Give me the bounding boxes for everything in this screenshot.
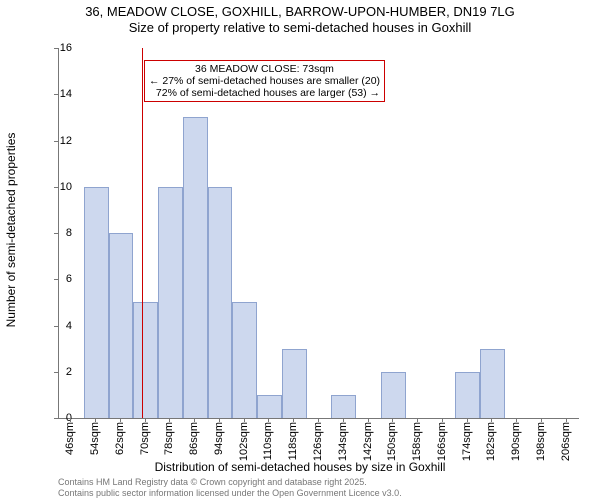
histogram-bar <box>455 372 480 418</box>
x-tick-mark <box>368 418 369 422</box>
x-tick-label: 190sqm <box>510 422 522 461</box>
annotation-line1: 36 MEADOW CLOSE: 73sqm <box>149 63 380 75</box>
y-tick-mark <box>54 48 58 49</box>
histogram-bar <box>109 233 134 418</box>
histogram-bar <box>208 187 233 418</box>
y-tick-mark <box>54 94 58 95</box>
footer-line1: Contains HM Land Registry data © Crown c… <box>58 477 367 487</box>
x-tick-label: 174sqm <box>461 422 473 461</box>
x-tick-mark <box>392 418 393 422</box>
x-tick-label: 150sqm <box>386 422 398 461</box>
x-tick-label: 182sqm <box>485 422 497 461</box>
x-tick-mark <box>417 418 418 422</box>
histogram-bar <box>183 117 208 418</box>
annotation-line3: 72% of semi-detached houses are larger (… <box>149 87 380 99</box>
annotation-box: 36 MEADOW CLOSE: 73sqm← 27% of semi-deta… <box>144 60 385 102</box>
x-tick-mark <box>194 418 195 422</box>
x-tick-label: 94sqm <box>213 422 225 455</box>
y-tick-mark <box>54 279 58 280</box>
x-tick-mark <box>244 418 245 422</box>
x-tick-mark <box>95 418 96 422</box>
histogram-bar <box>381 372 406 418</box>
x-tick-label: 70sqm <box>139 422 151 455</box>
x-tick-mark <box>145 418 146 422</box>
histogram-bar <box>232 302 257 418</box>
x-tick-label: 62sqm <box>114 422 126 455</box>
x-tick-label: 118sqm <box>287 422 299 460</box>
histogram-bar <box>480 349 505 418</box>
histogram-bar <box>257 395 282 418</box>
y-tick-mark <box>54 187 58 188</box>
x-tick-mark <box>467 418 468 422</box>
x-tick-label: 110sqm <box>262 422 274 460</box>
x-tick-label: 134sqm <box>337 422 349 461</box>
x-tick-mark <box>70 418 71 422</box>
plot-area: 36 MEADOW CLOSE: 73sqm← 27% of semi-deta… <box>58 48 579 419</box>
x-tick-label: 54sqm <box>89 422 101 455</box>
x-tick-mark <box>491 418 492 422</box>
y-tick-mark <box>54 233 58 234</box>
x-tick-mark <box>318 418 319 422</box>
title-line2: Size of property relative to semi-detach… <box>129 20 472 35</box>
title-line1: 36, MEADOW CLOSE, GOXHILL, BARROW-UPON-H… <box>85 4 515 19</box>
x-tick-label: 142sqm <box>362 422 374 461</box>
y-tick-mark <box>54 326 58 327</box>
footer-line2: Contains public sector information licen… <box>58 488 402 498</box>
histogram-bar <box>282 349 307 418</box>
chart-footer: Contains HM Land Registry data © Crown c… <box>58 477 578 498</box>
x-tick-label: 78sqm <box>163 422 175 455</box>
histogram-bar <box>158 187 183 418</box>
x-tick-mark <box>566 418 567 422</box>
x-tick-label: 46sqm <box>64 422 76 455</box>
x-tick-mark <box>219 418 220 422</box>
y-tick-mark <box>54 418 58 419</box>
x-tick-mark <box>293 418 294 422</box>
annotation-line2: ← 27% of semi-detached houses are smalle… <box>149 75 380 87</box>
y-tick-mark <box>54 141 58 142</box>
histogram-bar <box>331 395 356 418</box>
histogram-bar <box>84 187 109 418</box>
x-tick-mark <box>516 418 517 422</box>
y-axis-label: Number of semi-detached properties <box>4 133 18 328</box>
x-tick-label: 86sqm <box>188 422 200 455</box>
x-tick-mark <box>120 418 121 422</box>
x-tick-label: 158sqm <box>411 422 423 461</box>
y-tick-mark <box>54 372 58 373</box>
x-tick-mark <box>343 418 344 422</box>
x-tick-mark <box>268 418 269 422</box>
x-tick-label: 166sqm <box>436 422 448 461</box>
x-axis-label: Distribution of semi-detached houses by … <box>0 460 600 474</box>
x-tick-mark <box>169 418 170 422</box>
x-tick-label: 206sqm <box>560 422 572 461</box>
property-marker-line <box>142 48 143 418</box>
x-tick-label: 198sqm <box>535 422 547 461</box>
x-tick-mark <box>541 418 542 422</box>
chart-title: 36, MEADOW CLOSE, GOXHILL, BARROW-UPON-H… <box>0 4 600 37</box>
x-tick-label: 102sqm <box>238 422 250 461</box>
x-tick-mark <box>442 418 443 422</box>
histogram-bar <box>133 302 158 418</box>
x-tick-label: 126sqm <box>312 422 324 461</box>
